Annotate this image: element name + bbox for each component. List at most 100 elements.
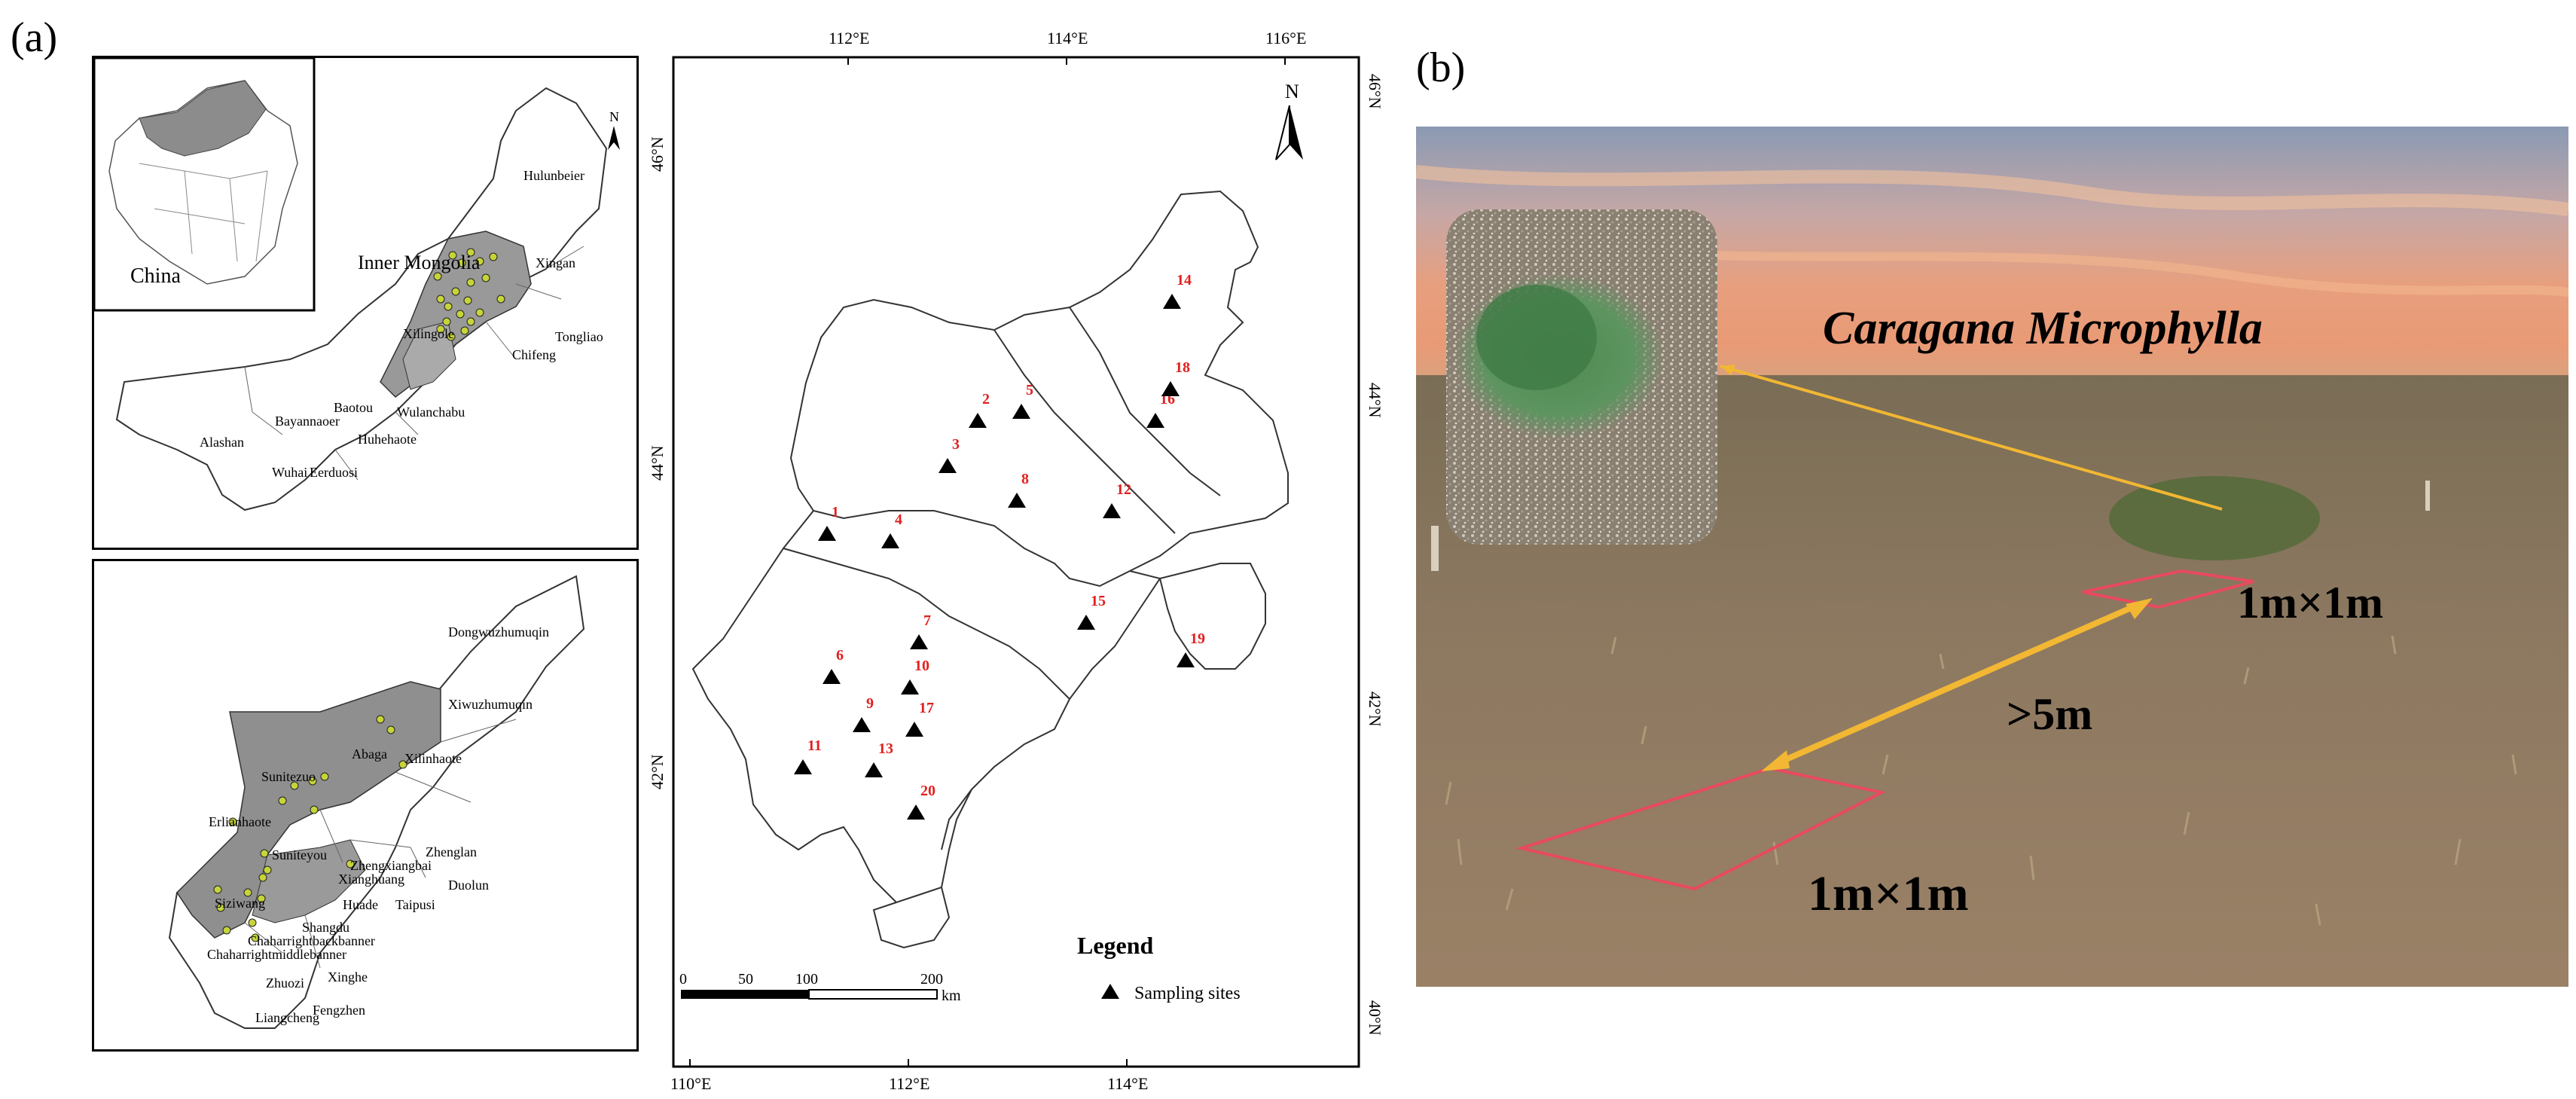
label-bayannaoer: Bayannaoer (275, 414, 340, 429)
xilingol-svg: Dongwuzhumuqin Xiwuzhumuqin Abaga Xilinh… (168, 575, 585, 1029)
lon-tick-top-114: 114°E (1047, 29, 1088, 47)
lon-tick-bottom-112: 112°E (889, 1074, 929, 1093)
field-photo: Caragana Microphylla 1m×1m >5m 1m×1m (1416, 127, 2568, 987)
site-2: 2 (969, 391, 990, 428)
label-erlianhaote: Erlianhaote (209, 814, 271, 829)
svg-text:200: 200 (920, 971, 943, 988)
label-xilingole: Xilingole (403, 326, 454, 341)
lon-tick-bottom-114: 114°E (1107, 1074, 1148, 1093)
label-dongwuzhumuqin: Dongwuzhumuqin (448, 624, 549, 640)
site-11: 11 (794, 737, 822, 774)
label-xianghuang: Xianghuang (338, 872, 404, 887)
map-neatline (672, 56, 1360, 1068)
site-12: 12 (1103, 481, 1131, 518)
label-xingan: Xingan (536, 255, 575, 270)
study-area-shaded (176, 681, 441, 939)
label-suniteyou: Suniteyou (272, 847, 327, 862)
pointer-arrow-line (1720, 365, 2223, 511)
quadrat-label-1: 1m×1m (2237, 578, 2383, 627)
label-abaga: Abaga (352, 746, 387, 762)
site-5: 5 (1012, 382, 1033, 419)
study-area-outlines (691, 190, 1289, 949)
label-chahar-right-back: Chaharrightbackbanner (248, 933, 375, 948)
lat-tick-left-44: 44°N (648, 445, 667, 481)
site-16: 16 (1146, 391, 1175, 428)
lon-ticks-top: 112°E 114°E 116°E (829, 29, 1306, 65)
north-arrow-inset: N (608, 109, 620, 150)
svg-text:15: 15 (1091, 593, 1106, 609)
field-photo-svg: Caragana Microphylla 1m×1m >5m 1m×1m (1416, 127, 2568, 987)
lat-tick-right-46: 46°N (1366, 74, 1384, 109)
svg-text:100: 100 (795, 971, 818, 988)
svg-text:18: 18 (1175, 359, 1190, 376)
label-zhuozi: Zhuozi (266, 975, 304, 991)
svg-text:N: N (1285, 81, 1299, 102)
svg-text:5: 5 (1026, 382, 1033, 398)
site-14: 14 (1163, 272, 1192, 309)
grass-tufts (1445, 635, 2517, 926)
svg-text:6: 6 (836, 647, 844, 664)
svg-text:1: 1 (832, 504, 839, 520)
label-xilinhaote: Xilinhaote (404, 751, 462, 766)
lon-ticks-bottom: 110°E 112°E 114°E (670, 1059, 1148, 1093)
inner-mongolia-label: Inner Mongolia (358, 252, 481, 273)
lat-ticks-left: 46°N 44°N 42°N (648, 136, 667, 789)
svg-text:0: 0 (679, 971, 687, 988)
sampling-sites: 1 2 3 4 5 6 7 8 9 10 11 12 13 14 15 16 1… (794, 272, 1205, 820)
label-wuhai: Wuhai (272, 465, 307, 480)
label-zhengxiangbai: Zhengxiangbai (350, 858, 432, 873)
svg-text:50: 50 (738, 971, 753, 988)
label-siziwang: Siziwang (215, 896, 265, 911)
label-wulanchabu: Wulanchabu (397, 404, 465, 420)
label-xinghe: Xinghe (328, 969, 368, 985)
svg-text:km: km (942, 988, 961, 1004)
label-tongliao: Tongliao (555, 329, 603, 344)
distance-arrow-line (1775, 603, 2138, 767)
site-1: 1 (818, 504, 839, 541)
svg-text:9: 9 (866, 695, 874, 712)
svg-text:20: 20 (920, 783, 935, 799)
lat-tick-right-40: 40°N (1366, 1000, 1384, 1036)
map-legend: Legend Sampling sites (1077, 932, 1241, 1003)
quadrat-label-2: 1m×1m (1808, 866, 1969, 921)
scale-bar: 0 50 100 200 km (679, 971, 961, 1004)
label-sunitezuo: Sunitezuo (261, 769, 316, 784)
site-9: 9 (853, 695, 874, 732)
xilingol-map: Dongwuzhumuqin Xiwuzhumuqin Abaga Xilinh… (92, 559, 639, 1052)
distance-arrow-head-left (1761, 750, 1790, 771)
label-duolun: Duolun (448, 878, 489, 893)
site-20: 20 (907, 783, 935, 820)
lat-ticks-right: 46°N 44°N 42°N 40°N (1366, 74, 1384, 1036)
svg-text:10: 10 (914, 658, 929, 674)
quadrat-foreground (1515, 766, 1886, 891)
label-eerduosi: Eerduosi (310, 465, 358, 480)
lat-tick-left-42: 42°N (648, 754, 667, 789)
label-alashan: Alashan (200, 435, 244, 450)
svg-text:2: 2 (982, 391, 990, 408)
distance-label: >5m (2007, 689, 2092, 739)
lon-tick-bottom-110: 110°E (670, 1074, 711, 1093)
banner-boundaries (244, 719, 517, 969)
lat-tick-right-42: 42°N (1366, 691, 1384, 727)
site-6: 6 (823, 647, 844, 684)
site-4: 4 (881, 511, 902, 548)
svg-text:12: 12 (1116, 481, 1131, 498)
china-outline (108, 80, 298, 285)
site-10: 10 (901, 658, 929, 695)
svg-text:14: 14 (1177, 272, 1192, 288)
label-chahar-right-middle: Chaharrightmiddlebanner (207, 947, 346, 962)
inner-mongolia-svg: China N Inner Mongolia Hulunbeier Xingan… (94, 58, 620, 511)
pointer-arrow-head (1720, 365, 1735, 375)
legend-item: Sampling sites (1134, 984, 1241, 1003)
svg-text:8: 8 (1021, 471, 1029, 487)
panel-label-b: (b) (1416, 44, 1466, 91)
label-taipusi: Taipusi (395, 897, 435, 912)
legend-triangle-icon (1101, 984, 1119, 999)
svg-text:19: 19 (1190, 630, 1205, 647)
label-zhenglan: Zhenglan (426, 844, 477, 859)
site-17: 17 (905, 700, 934, 737)
league-boundaries (244, 246, 584, 481)
site-15: 15 (1077, 593, 1106, 630)
china-provinces (139, 163, 268, 262)
site-dots-overview (433, 248, 505, 341)
